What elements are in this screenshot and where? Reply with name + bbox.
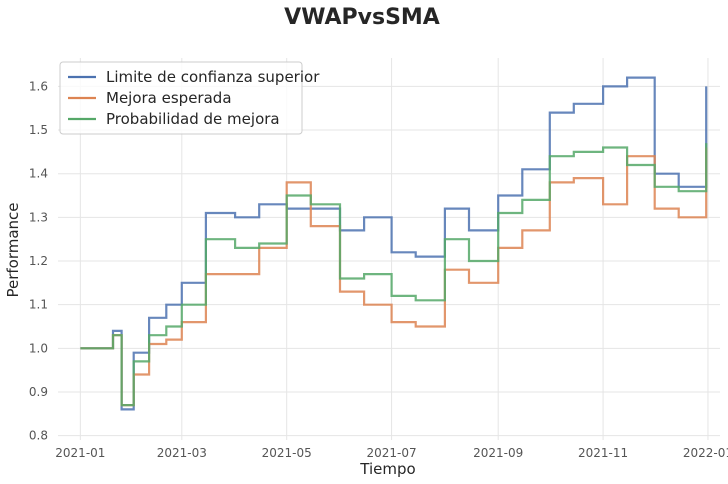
x-tick-label: 2022-01 (683, 446, 728, 460)
y-tick-label: 0.9 (29, 385, 48, 399)
legend-label: Limite de confianza superior (106, 68, 320, 86)
series-line-0 (80, 76, 708, 411)
x-tick-label: 2021-03 (157, 446, 207, 460)
y-tick-label: 1.0 (29, 341, 48, 355)
x-axis-label: Tiempo (359, 460, 415, 478)
x-tick-label: 2021-01 (55, 446, 105, 460)
x-tick-label: 2021-09 (473, 446, 523, 460)
x-tick-labels: 2021-01 2021-03 2021-05 2021-07 2021-09 2021-… (55, 446, 728, 460)
y-axis-label: Performance (4, 202, 22, 297)
y-tick-label: 1.3 (29, 210, 48, 224)
legend-label: Mejora esperada (106, 89, 232, 107)
x-tick-label: 2021-07 (367, 446, 417, 460)
y-tick-label: 0.8 (29, 429, 48, 443)
y-tick-label: 1.1 (29, 298, 48, 312)
x-tick-label: 2021-11 (578, 446, 628, 460)
legend-box (59, 61, 303, 135)
y-tick-label: 1.2 (29, 254, 48, 268)
series-line-2 (80, 143, 708, 407)
y-tick-label: 1.5 (29, 123, 48, 137)
chart-title: VWAPvsSMA (284, 5, 440, 30)
y-tick-label: 1.4 (29, 167, 48, 181)
series-lines (80, 76, 708, 411)
y-tick-label: 1.6 (29, 79, 48, 93)
legend: Limite de confianza superior Mejora esper… (59, 61, 320, 135)
y-tick-labels: 0.8 0.9 1.0 1.1 1.2 1.3 1.4 1.5 1.6 (29, 79, 48, 442)
legend-label: Probabilidad de mejora (106, 110, 280, 128)
x-tick-label: 2021-05 (262, 446, 312, 460)
